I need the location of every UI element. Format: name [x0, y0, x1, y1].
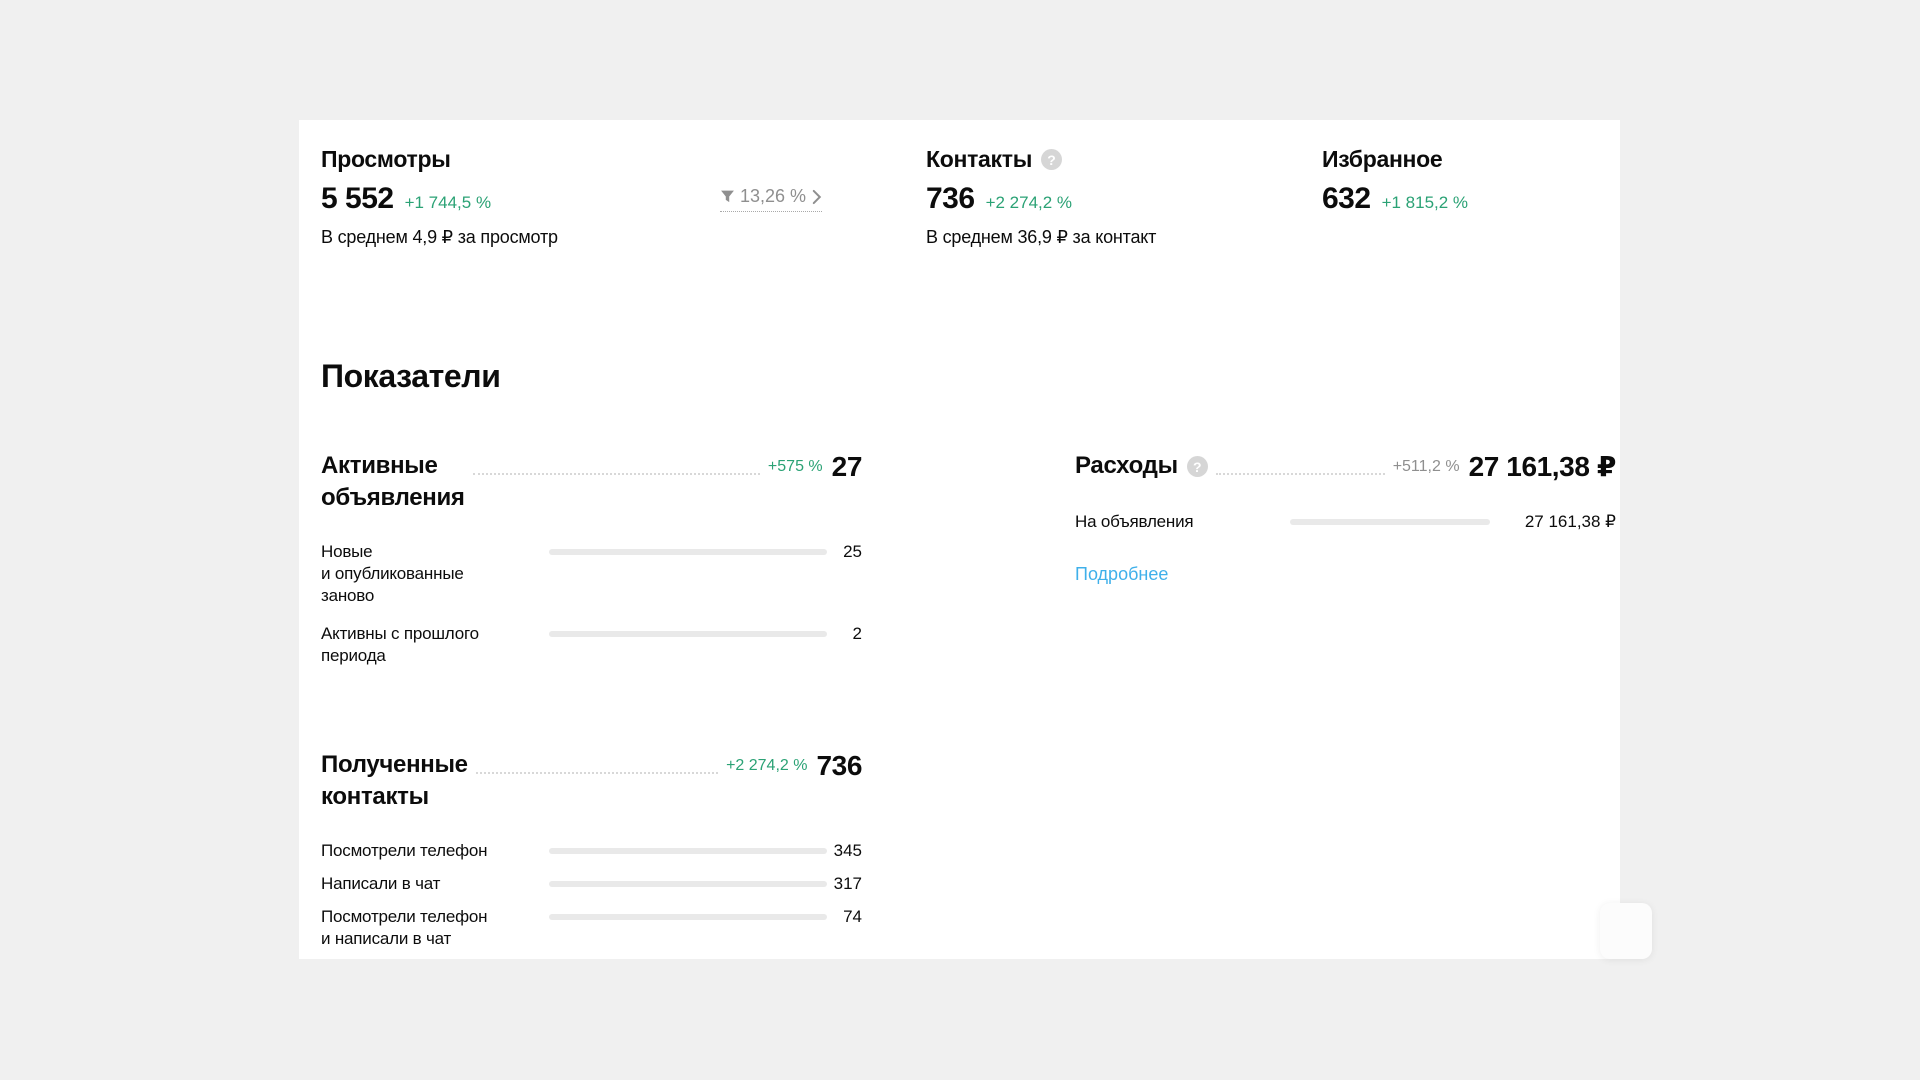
progress-bar [549, 914, 827, 920]
metric-value: 27 161,38 ₽ [1524, 512, 1616, 531]
metric-row-previous-period: Активны с прошлого периода 2 [321, 623, 862, 667]
metric-row-wrote-chat: Написали в чат 317 [321, 873, 862, 895]
progress-bar [1290, 519, 1490, 525]
metric-row-on-listings: На объявления 27 161,38 ₽ [1075, 511, 1616, 533]
section-expenses: Расходы ? +511,2 % 27 161,38 ₽ На объявл… [1075, 450, 1616, 585]
progress-bar [549, 631, 827, 637]
metric-value: 74 [843, 907, 862, 926]
active-listings-change-badge: +575 % [767, 458, 823, 475]
views-filter-chip[interactable]: 13,26 % [720, 186, 823, 212]
favorites-value: 632 [1322, 182, 1371, 215]
page-title: Показатели [321, 358, 501, 394]
expenses-value: 27 161,38 ₽ [1468, 451, 1617, 482]
expenses-title: Расходы [1075, 452, 1178, 479]
section-received-contacts: Полученные контакты +2 274,2 % 736 Посмо… [321, 749, 862, 961]
views-value: 5 552 [321, 182, 394, 215]
contacts-change-badge: +2 274,2 % [985, 193, 1073, 212]
contacts-value: 736 [926, 182, 975, 215]
filter-chip-value: 13,26 % [740, 186, 807, 206]
section-active-listings: Активные объявления +575 % 27 Новые и оп… [321, 450, 862, 683]
dotted-leader [472, 450, 760, 475]
contacts-title: Контакты [926, 146, 1033, 172]
metric-value: 25 [843, 542, 862, 561]
favorites-title: Избранное [1322, 146, 1443, 172]
metric-label: Посмотрели телефон и написали в чат [321, 907, 488, 948]
dotted-leader [1215, 450, 1385, 475]
dotted-leader [475, 749, 719, 774]
views-title: Просмотры [321, 146, 451, 172]
received-contacts-value: 736 [816, 750, 862, 781]
active-listings-value: 27 [831, 451, 863, 482]
metric-label: На объявления [1075, 512, 1194, 531]
favorites-change-badge: +1 815,2 % [1381, 193, 1469, 212]
views-average-note: В среднем 4,9 ₽ за просмотр [321, 227, 558, 247]
floating-corner-button[interactable] [1600, 903, 1652, 959]
chevron-right-icon [811, 189, 822, 205]
received-contacts-change-badge: +2 274,2 % [726, 757, 808, 774]
contacts-average-note: В среднем 36,9 ₽ за контакт [926, 227, 1157, 247]
metric-row-new-listings: Новые и опубликованные заново 25 [321, 541, 862, 607]
metric-value: 345 [833, 841, 862, 860]
funnel-icon [720, 189, 735, 204]
metric-label: Активны с прошлого периода [321, 624, 479, 665]
metric-row-viewed-phone: Посмотрели телефон 345 [321, 840, 862, 862]
metric-label: Новые и опубликованные заново [321, 542, 464, 605]
question-icon[interactable]: ? [1041, 149, 1063, 170]
active-listings-title: Активные объявления [321, 452, 465, 511]
progress-bar [549, 848, 827, 854]
metric-label: Написали в чат [321, 874, 441, 893]
metric-value: 2 [852, 624, 862, 643]
analytics-card: Просмотры 5 552 +1 744,5 % В среднем 4,9… [299, 120, 1620, 959]
expenses-change-badge: +511,2 % [1392, 458, 1460, 475]
received-contacts-title: Полученные контакты [321, 751, 468, 810]
summary-favorites: Избранное 632 +1 815,2 % [1322, 146, 1468, 216]
metric-label: Посмотрели телефон [321, 841, 488, 860]
details-link[interactable]: Подробнее [1075, 564, 1169, 584]
question-icon[interactable]: ? [1186, 456, 1208, 477]
progress-bar [549, 881, 827, 887]
progress-bar [549, 549, 827, 555]
views-change-badge: +1 744,5 % [404, 193, 492, 212]
summary-contacts: Контакты ? 736 +2 274,2 % В среднем 36,9… [926, 146, 1156, 248]
metric-value: 317 [833, 874, 862, 893]
metric-row-phone-and-chat: Посмотрели телефон и написали в чат 74 [321, 906, 862, 950]
summary-views: Просмотры 5 552 +1 744,5 % В среднем 4,9… [321, 146, 558, 248]
